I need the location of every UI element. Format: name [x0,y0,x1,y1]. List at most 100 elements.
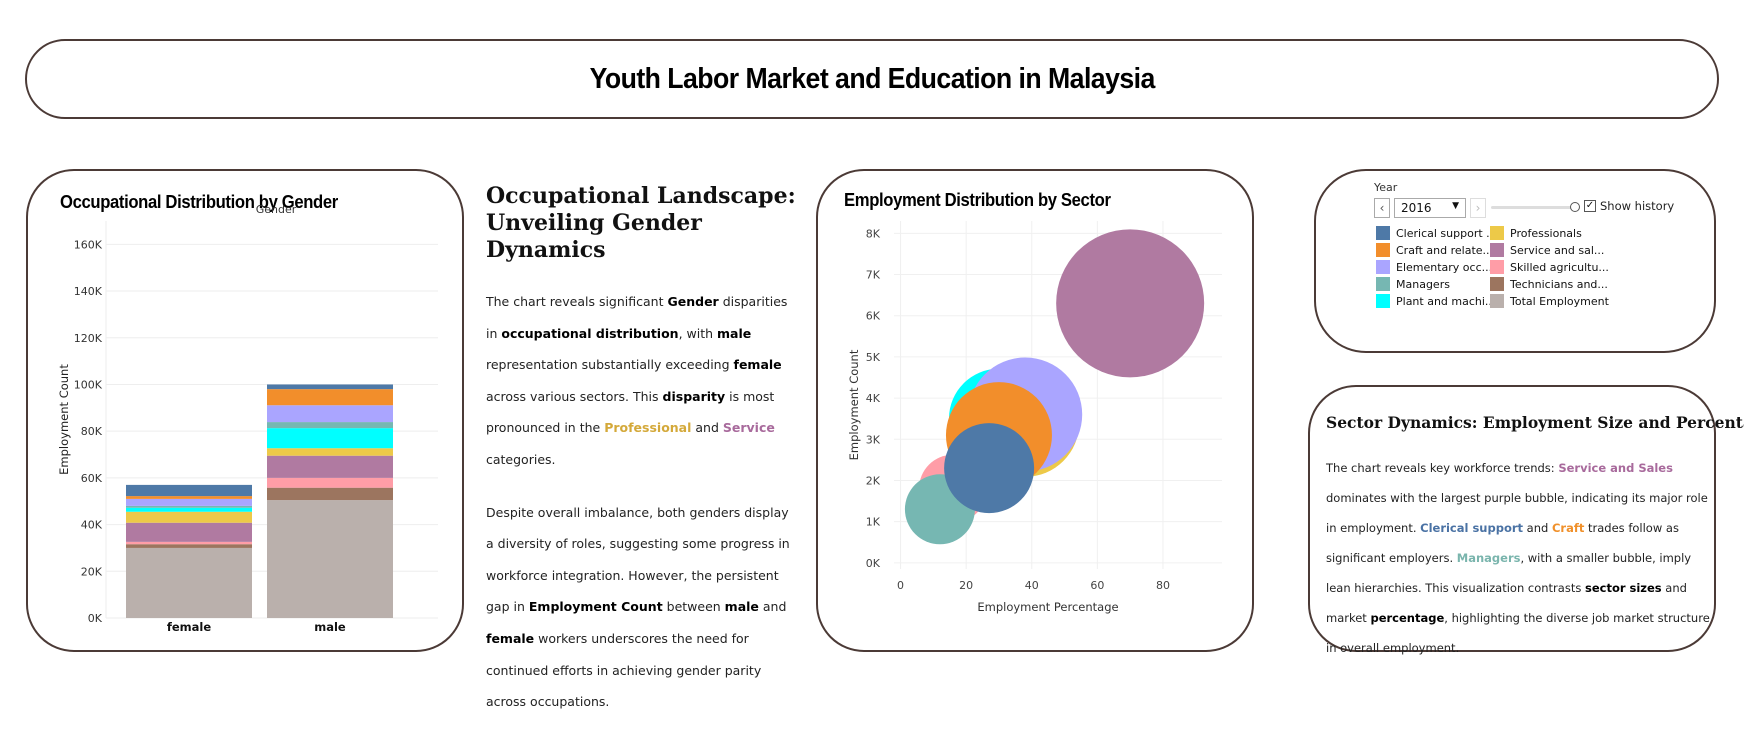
chevron-left-icon: ‹ [1379,201,1385,215]
dynamics-segment: Service and Sales [1558,461,1673,475]
narrative-heading: Occupational Landscape: Unveiling Gender… [486,183,796,263]
dynamics-segment: The chart reveals key workforce trends: [1326,461,1559,475]
sector-dynamics-panel: Sector Dynamics: Employment Size and Per… [1308,385,1744,655]
legend-swatch [1376,294,1390,308]
legend-item[interactable]: Craft and relate... [1376,243,1493,257]
y-tick-label: 0K [88,612,103,625]
dynamics-segment: trades follow as significant employers. [1326,521,1679,565]
sector-dynamics-text: The chart reveals key workforce trends: … [1326,453,1716,663]
dynamics-segment: percentage [1370,611,1445,625]
y-tick-label: 0K [866,557,881,570]
legend-item[interactable]: Service and sal... [1490,243,1604,257]
bar-segment [126,547,252,618]
legend-item[interactable]: Elementary occ... [1376,260,1492,274]
narrative-p2-segment: female [486,630,535,646]
y-tick-label: 4K [866,392,881,405]
bar-segment [126,522,252,542]
year-next-button[interactable]: › [1470,198,1486,218]
bar-segment [267,405,393,423]
narrative-p1-segment: disparity [662,388,726,404]
year-select-value: 2016 [1401,201,1432,215]
narrative-p2-segment: Despite overall imbalance, both genders … [486,504,790,615]
y-tick-label: 2K [866,474,881,487]
legend-item[interactable]: Professionals [1490,226,1582,240]
y-tick-label: 140K [74,285,103,298]
legend-label: Professionals [1510,226,1582,240]
bar-segment [267,455,393,478]
narrative-paragraph-2: Despite overall imbalance, both genders … [486,497,796,718]
legend-item[interactable]: Technicians and... [1490,277,1608,291]
bar-segment [267,448,393,456]
dynamics-segment: , highlighting the diverse job market st… [1326,611,1710,655]
gender-bar-chart[interactable]: Gender 0K 20K 40K 60K 80K 100K 120K 140K 160K Empl… [28,171,462,650]
y-tick-label: 80K [81,425,103,438]
y-tick-label: 120K [74,332,103,345]
bar-segment [126,498,252,506]
narrative-p1-segment: categories. [486,451,556,467]
narrative-p1-segment: representation substantially exceeding [486,357,734,373]
dynamics-segment: and market [1326,581,1687,625]
dynamics-segment: , with a smaller bubble, imply lean hier… [1326,551,1692,595]
dynamics-segment: Craft [1551,521,1585,535]
legend-swatch [1376,226,1390,240]
show-history-checkbox[interactable]: ✓ [1584,200,1596,212]
x-tick-label: female [167,620,211,634]
dynamics-segment: sector sizes [1584,581,1662,595]
gender-chart-title: Occupational Distribution by Gender [60,191,338,212]
bar-segment [126,496,252,499]
bar-segment [126,511,252,523]
y-tick-label: 6K [866,310,881,323]
sector-chart-title: Employment Distribution by Sector [844,189,1111,210]
y-tick-label: 20K [81,565,103,578]
x-tick-label: 80 [1156,579,1170,592]
y-tick-label: 7K [866,269,881,282]
narrative-p1-segment: occupational distribution [501,325,679,341]
legend-swatch [1490,226,1504,240]
year-slider-track[interactable] [1491,206,1575,209]
legend-label: Plant and machi... [1396,294,1496,308]
legend-item[interactable]: Managers [1376,277,1450,291]
bar-segment [267,477,393,488]
y-tick-label: 3K [866,433,881,446]
bar-segment [267,389,393,406]
y-tick-label: 100K [74,378,103,391]
sector-chart-panel: Employment Distribution by Sector 0 20 40 6… [816,169,1254,652]
y-axis-label: Employment Count [57,364,71,475]
legend-swatch [1490,243,1504,257]
bar-segment [126,544,252,548]
show-history-label: Show history [1600,199,1675,213]
narrative-p1-segment: is most pronounced in the [486,388,775,436]
narrative-p2-segment: male [724,599,759,615]
legend-item[interactable]: Clerical support ... [1376,226,1497,240]
color-legend: Clerical support ... Professionals Craft a… [1376,226,1616,326]
narrative-p1-segment: disparities in [486,294,788,341]
y-axis-label: Employment Count [847,349,861,460]
bar-segment [267,487,393,501]
x-tick-label: 60 [1090,579,1104,592]
legend-item[interactable]: Total Employment [1490,294,1609,308]
narrative-paragraph-1: The chart reveals significant Gender dis… [486,286,796,476]
legend-swatch [1490,294,1504,308]
y-tick-label: 160K [74,238,103,251]
x-tick-label: 0 [897,579,904,592]
dynamics-segment: Clerical support [1420,521,1524,535]
narrative-p2-segment: between [662,599,725,615]
narrative-p2-segment: Employment Count [528,599,663,615]
sector-bubble-chart[interactable]: 0 20 40 60 80 0K 1K 2K 3K 4K 5K 6K 7K 8K Employment Pe… [818,171,1252,650]
title-banner: Youth Labor Market and Education in Mala… [25,39,1719,119]
legend-item[interactable]: Plant and machi... [1376,294,1495,308]
dynamics-segment: Managers [1456,551,1521,565]
year-prev-button[interactable]: ‹ [1374,198,1390,218]
dynamics-segment: and [1523,521,1552,535]
legend-label: Technicians and... [1510,277,1608,291]
legend-swatch [1376,243,1390,257]
y-tick-label: 40K [81,519,103,532]
filter-panel: Year ‹ 2016 ▼ › ✓ Show history Clerical … [1314,169,1716,353]
legend-item[interactable]: Skilled agricultu... [1490,260,1609,274]
y-tick-label: 8K [866,227,881,240]
narrative-p1-segment: Gender [667,294,719,309]
year-select[interactable]: 2016 ▼ [1394,198,1466,218]
year-slider-handle[interactable] [1570,202,1580,212]
bar-segment [126,484,252,497]
legend-label: Elementary occ... [1396,260,1493,274]
